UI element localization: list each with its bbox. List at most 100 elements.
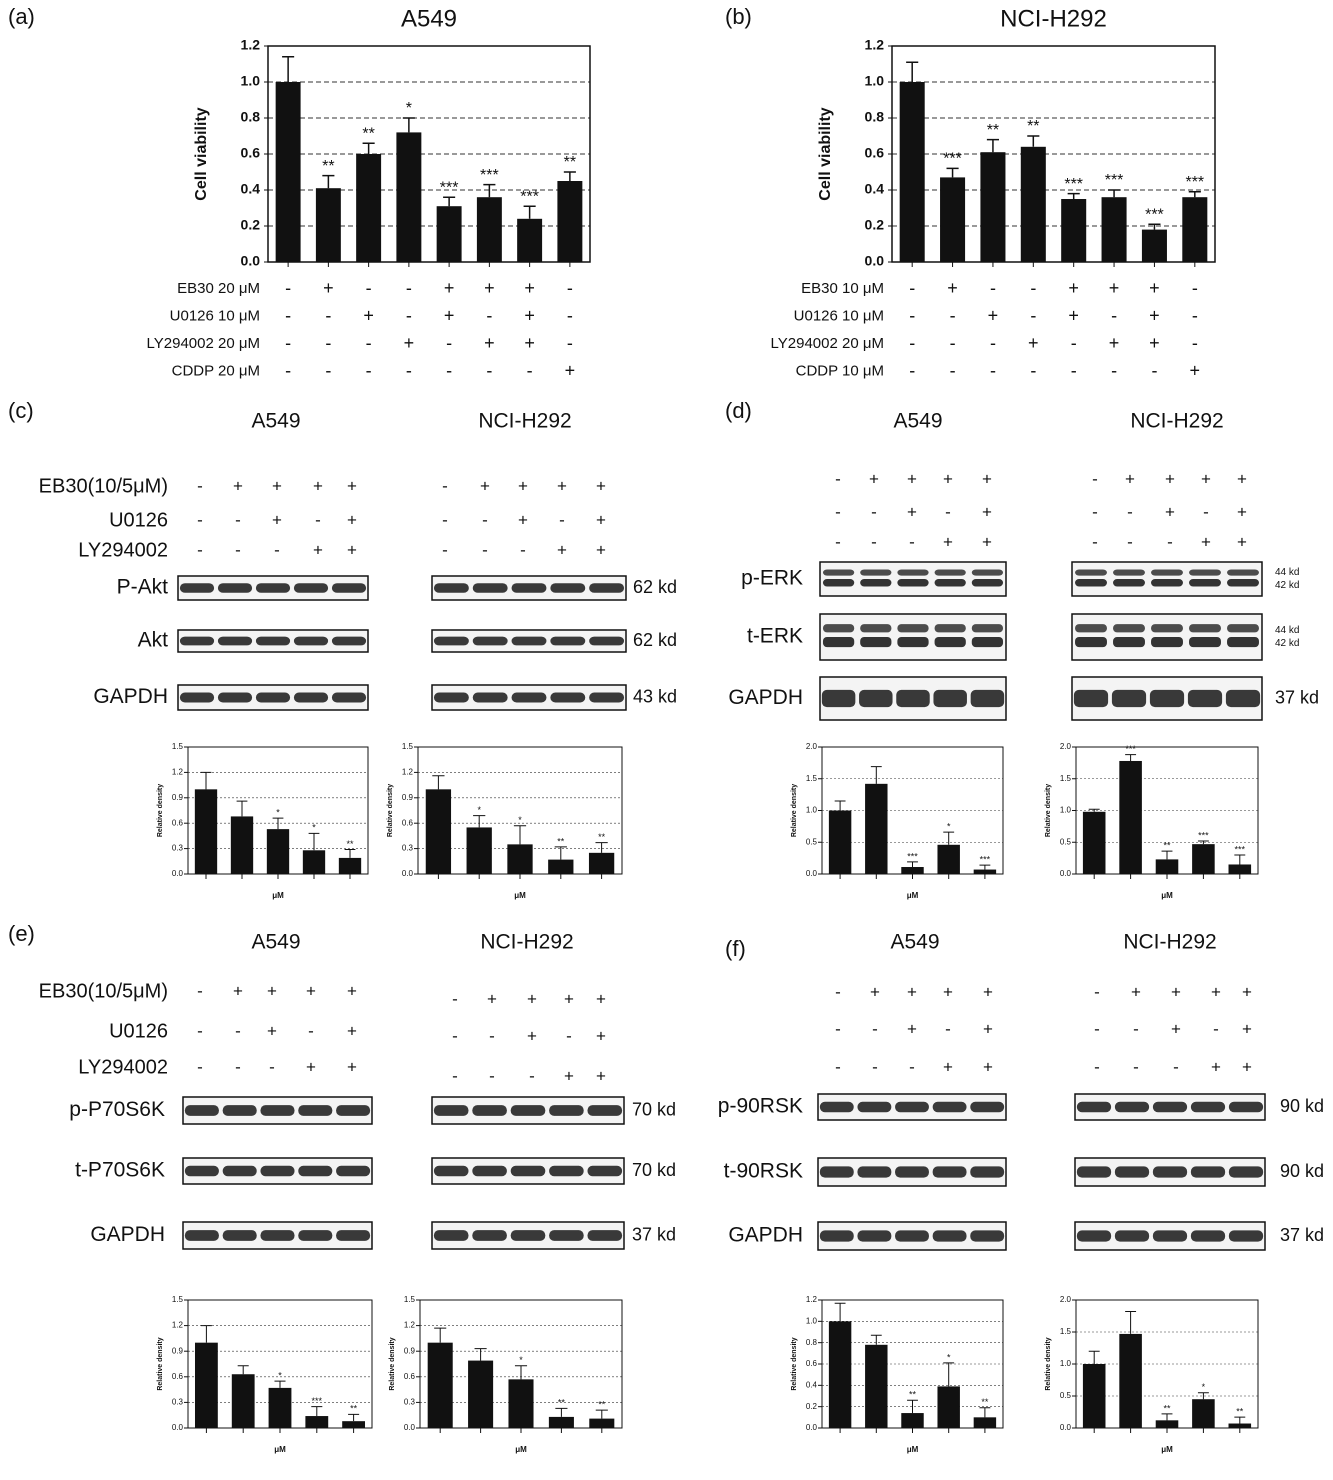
treatment-sign: - (835, 502, 841, 521)
blot-title: A549 (251, 931, 300, 954)
treatment-sign: + (518, 510, 528, 529)
treatment-sign: - (990, 278, 996, 298)
bar (1192, 1399, 1215, 1428)
blot-band (510, 1165, 546, 1177)
error-bar (236, 800, 248, 817)
blot-band (1189, 569, 1221, 576)
treatment-sign: + (565, 360, 576, 380)
blot-band (472, 636, 508, 646)
blot-band (293, 636, 329, 646)
blot-band (819, 1230, 854, 1242)
bar (1192, 844, 1215, 874)
bar (1020, 146, 1046, 262)
blot-band (897, 579, 929, 587)
blot-band (1076, 1101, 1112, 1113)
treatment-sign: + (943, 982, 953, 1001)
blot-band (822, 579, 855, 587)
y-tick-label: 0.4 (865, 181, 885, 197)
band-name: p-ERK (741, 567, 803, 590)
kd-label: 90 kd (1280, 1096, 1324, 1116)
kd-label: 42 kd (1275, 580, 1299, 591)
blot-band (1190, 1101, 1226, 1113)
bar (899, 82, 925, 262)
y-tick-label: 0.0 (865, 253, 885, 269)
error-bar (311, 1406, 323, 1417)
error-bar (483, 183, 496, 198)
y-axis-label: Relative density (157, 784, 164, 837)
treatment-label: EB30(10/5μM) (39, 475, 168, 497)
treatment-sign: + (596, 989, 606, 1008)
treatment-sign: - (871, 532, 877, 551)
band-name: t-90RSK (724, 1160, 803, 1183)
blot-band (1189, 579, 1221, 587)
bar (230, 816, 254, 874)
bar (427, 1342, 453, 1428)
treatment-sign: + (1165, 469, 1175, 488)
blot-title: NCI-H292 (480, 931, 573, 954)
bar (1119, 1333, 1142, 1428)
treatment-sign: + (272, 510, 282, 529)
blot-band (217, 583, 253, 593)
treatment-sign: + (1201, 532, 1211, 551)
bar (901, 867, 924, 874)
blot-band (589, 583, 625, 593)
blot-band (860, 579, 892, 587)
significance-label: ** (598, 1399, 606, 1409)
y-tick-label: 1.5 (1060, 1327, 1072, 1336)
treatment-sign: + (564, 1066, 574, 1085)
blot-band (1227, 624, 1259, 633)
significance-label: ** (1236, 1406, 1244, 1416)
treatment-sign: - (990, 360, 996, 380)
treatment-sign: - (1071, 360, 1077, 380)
kd-label: 37 kd (632, 1224, 676, 1244)
blot-band (549, 1165, 584, 1177)
treatment-sign: - (442, 476, 448, 495)
significance-label: * (518, 815, 522, 825)
kd-label: 70 kd (632, 1099, 676, 1119)
treatment-sign: + (557, 476, 567, 495)
kd-label: 42 kd (1275, 638, 1299, 649)
blot-band (549, 1105, 584, 1116)
treatment-sign: - (567, 305, 573, 325)
treatment-sign: - (1094, 982, 1100, 1001)
treatment-sign: - (452, 989, 458, 1008)
x-axis-label: μM (1161, 1445, 1173, 1454)
treatment-sign: + (347, 540, 357, 559)
significance-label: *** (1145, 206, 1164, 223)
treatment-label: LY294002 20 μM (147, 335, 260, 352)
blot-band (932, 1230, 967, 1242)
blot-band (822, 637, 855, 648)
treatment-sign: + (1149, 278, 1160, 298)
significance-label: *** (1198, 830, 1209, 840)
blot-band (433, 1230, 469, 1241)
treatment-sign: - (1094, 1057, 1100, 1076)
error-bar (274, 1380, 286, 1388)
y-tick-label: 0.0 (404, 1423, 416, 1432)
treatment-sign: + (233, 981, 243, 1000)
treatment-sign: - (235, 540, 241, 559)
blot-band (971, 569, 1004, 576)
treatment-sign: - (950, 305, 956, 325)
significance-label: *** (980, 854, 991, 864)
treatment-sign: + (1237, 532, 1247, 551)
blot-band (897, 624, 929, 633)
kd-label: 44 kd (1275, 625, 1299, 636)
treatment-sign: - (1133, 1019, 1139, 1038)
blot-band (255, 636, 291, 646)
y-tick-label: 1.0 (241, 73, 261, 89)
treatment-sign: - (197, 476, 203, 495)
treatment-sign: - (235, 1057, 241, 1076)
bar (1119, 760, 1142, 874)
treatment-sign: + (1131, 982, 1141, 1001)
error-bar (1067, 192, 1080, 199)
treatment-sign: - (482, 510, 488, 529)
treatment-sign: + (988, 305, 999, 325)
treatment-label: U0126 10 μM (794, 307, 884, 324)
treatment-sign: - (197, 540, 203, 559)
plot-frame (267, 45, 591, 263)
blot-band (255, 583, 291, 593)
blot-band (217, 692, 253, 703)
treatment-label: LY294002 (78, 539, 168, 561)
treatment-label: EB30 20 μM (177, 280, 260, 297)
blot-band (222, 1105, 257, 1116)
